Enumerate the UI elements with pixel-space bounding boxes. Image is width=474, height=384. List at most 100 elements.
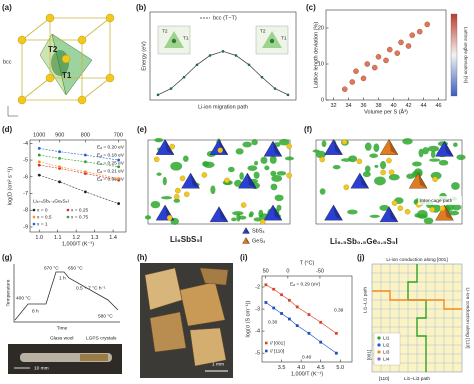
sulfur-atom [77, 35, 87, 45]
label: Inter-cage path [420, 198, 453, 204]
scatter-point [405, 43, 412, 49]
x-tick-label: 1.4 [109, 235, 117, 241]
data-point [307, 313, 311, 316]
label: [110] [379, 376, 389, 382]
data-point [37, 173, 41, 177]
colorbar-label: Lattice angle deviation (%) [463, 27, 469, 84]
fit-line [39, 174, 119, 204]
legend-label: x = 0.75 [71, 214, 89, 220]
data-point [272, 306, 276, 310]
li-density [236, 213, 241, 222]
li-density [429, 158, 441, 162]
site-marker [377, 336, 381, 340]
li-density [348, 155, 358, 163]
tetrahedron-face [165, 139, 175, 155]
scatter-point [409, 32, 415, 38]
li-density [374, 176, 386, 186]
fit-line [39, 164, 119, 181]
data-point [117, 202, 121, 205]
label: 10 mm [34, 365, 49, 371]
cube-edge [81, 17, 111, 41]
inset-label: T1 [281, 35, 287, 41]
tetrahedron [379, 139, 399, 155]
li-density [369, 153, 379, 158]
legend-marker [32, 215, 36, 219]
li-density [271, 175, 283, 182]
label: (a) [2, 3, 12, 12]
data-point [83, 160, 87, 164]
li-density [412, 161, 422, 167]
li-density [182, 155, 189, 162]
y-axis-label: Lattice length deviation (%) [313, 22, 319, 89]
label: SbS₄ [252, 228, 265, 234]
legend-marker [32, 222, 36, 226]
tetrahedron-face [190, 173, 200, 189]
top-tick-label: 1000 [33, 132, 45, 138]
tetrahedron [181, 172, 200, 189]
li-density [202, 161, 210, 167]
li-density [315, 150, 326, 159]
iodine-atom [286, 143, 292, 150]
tetrahedron-face [219, 206, 228, 222]
data-point [264, 283, 268, 287]
plot-frame [29, 139, 127, 233]
ea-label: Eₐ = 0.38 eV [97, 176, 125, 182]
energy-point [221, 50, 225, 53]
label: bcc [3, 59, 12, 65]
li-density [231, 217, 237, 222]
label: Li₆SbS₅I [170, 235, 202, 244]
iodine-atom [153, 156, 160, 163]
label: Li1–Li1 path [362, 287, 368, 313]
y-tick-label: 20 [318, 25, 324, 31]
x-tick-label: 3.5 [278, 365, 286, 371]
tetrahedron-face [359, 173, 369, 189]
legend-label: // [001] [270, 340, 285, 346]
iodine-atom [259, 219, 266, 225]
x-tick-label: 4.5 [317, 365, 325, 371]
label: Li2 [383, 342, 390, 348]
li-density [379, 204, 390, 211]
iodine-atom [166, 214, 173, 221]
data-point [280, 293, 283, 297]
crystal [179, 281, 226, 327]
iodine-atom [183, 191, 190, 198]
scatter-point [416, 28, 423, 35]
crystal [149, 311, 187, 353]
li-density [269, 155, 277, 164]
iodine-atom [319, 156, 325, 163]
label: T2 [48, 45, 58, 54]
top-tick-label: 900 [55, 132, 64, 138]
iodine-atom [343, 184, 350, 190]
tetrahedron-face [418, 173, 428, 189]
label: T1 [62, 71, 72, 80]
site-marker [377, 343, 381, 347]
li-density [270, 170, 277, 177]
label: (f) [304, 125, 312, 134]
sulfur-atom [61, 54, 71, 64]
sulfur-atom [105, 73, 115, 83]
scatter-point [398, 39, 404, 46]
cube-edge [21, 17, 51, 41]
scatter-point [386, 46, 393, 53]
data-point [37, 163, 41, 167]
iodine-atom [286, 172, 292, 179]
plot-frame [325, 9, 447, 101]
iodine-atom [341, 139, 348, 145]
label: Time [57, 325, 68, 331]
fit-line [39, 154, 119, 168]
label: Li3 [383, 349, 390, 355]
x-tick-label: 46 [435, 103, 441, 109]
panel-label: (c) [306, 3, 316, 12]
x-tick-label: 1.1 [54, 235, 62, 241]
tetrahedron [263, 204, 283, 221]
sulfur-atom [17, 35, 27, 45]
x-tick-label: 1.3 [91, 235, 99, 241]
li-density [319, 188, 326, 195]
sulfur-atom [105, 13, 115, 23]
iodine-atom [380, 169, 386, 176]
top-axis-label: T (°C) [300, 260, 315, 266]
data-point [117, 158, 121, 162]
data-point [58, 180, 61, 184]
data-point [295, 324, 299, 328]
tetrahedron-face [247, 173, 257, 189]
